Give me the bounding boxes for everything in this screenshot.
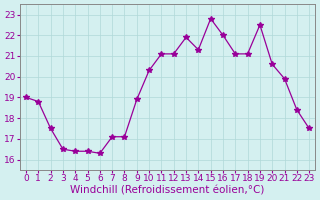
X-axis label: Windchill (Refroidissement éolien,°C): Windchill (Refroidissement éolien,°C)	[70, 186, 265, 196]
